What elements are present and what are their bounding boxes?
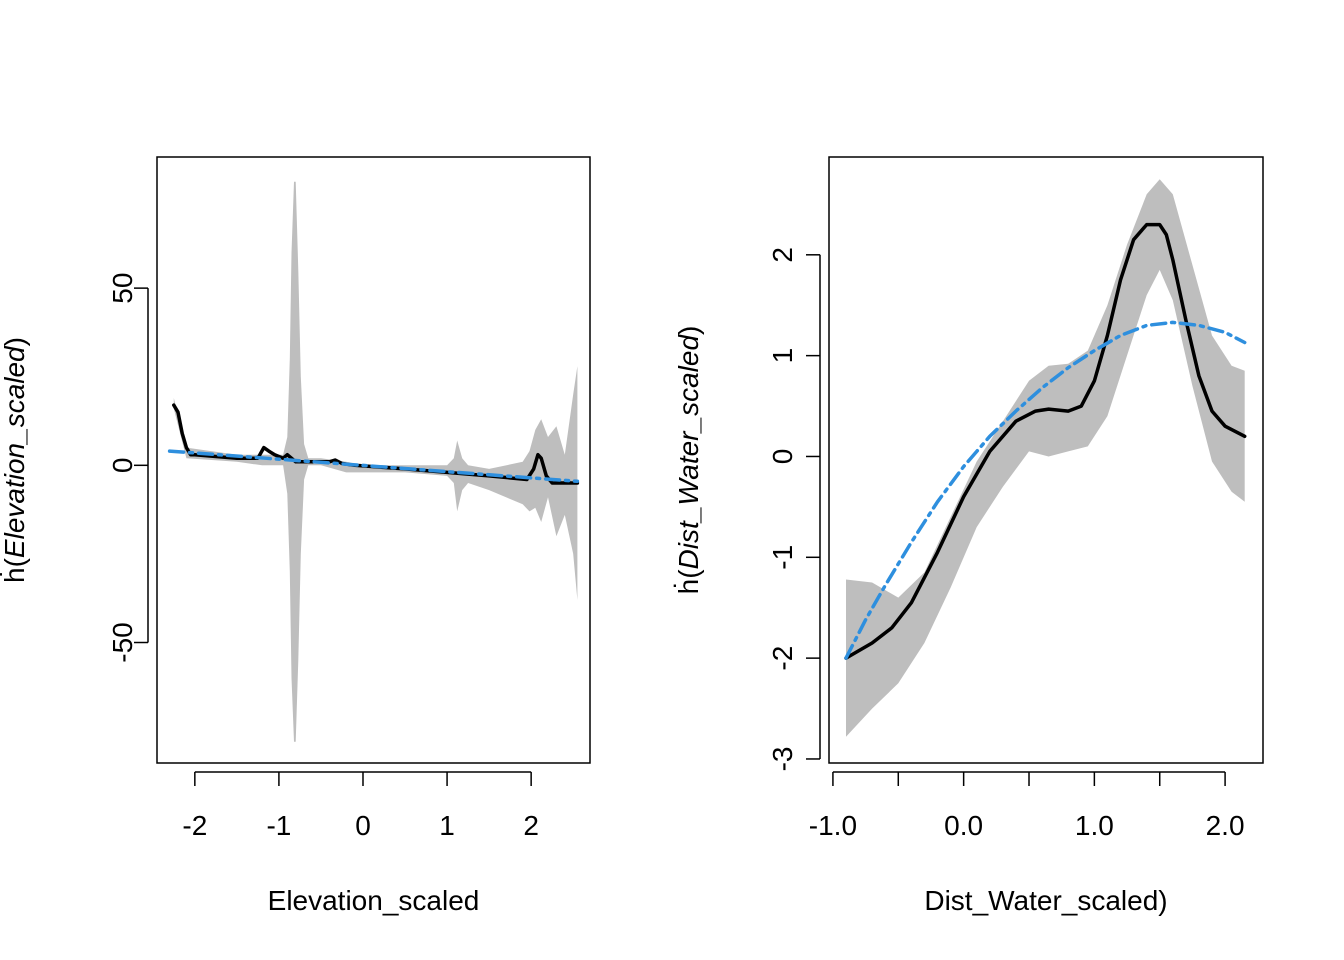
x-tick-label: 1.0 [1075,810,1114,841]
y-axis-title: ḣ(Elevation_scaled) [0,337,30,583]
x-axis-title: Elevation_scaled [268,885,480,916]
x-tick-label: -1 [266,810,291,841]
y-tick-label: -50 [107,622,138,662]
y-axis-title-prefix: ḣ( [673,569,704,595]
x-tick-label: 1 [439,810,455,841]
x-tick-label: -1.0 [809,810,857,841]
y-tick-label: -3 [767,747,798,772]
confidence-band-layer [173,181,578,742]
fit-line [167,449,580,484]
y-axis-title-suffix: ) [673,326,704,335]
y-axis-title-prefix: ḣ( [0,557,30,583]
x-axis-title: Dist_Water_scaled) [924,885,1167,916]
y-tick-label: 50 [107,273,138,304]
y-tick-label: 0 [107,458,138,474]
plot-frame [828,156,1264,764]
y-axis: -50 0 50 [107,273,149,663]
y-tick-label: 1 [767,348,798,364]
x-tick-label: 2 [523,810,539,841]
plot-frame [156,156,591,764]
estimate-line [844,222,1247,660]
x-tick-label: -2 [182,810,207,841]
x-tick-label: 0.0 [944,810,983,841]
series-lines-layer [167,403,580,485]
confidence-band [173,181,578,742]
y-tick-label: 2 [767,247,798,263]
confidence-band-layer [846,179,1245,737]
panel-dist-water: -1.0 0.0 1.0 2.0 -3 -2 -1 0 1 2 Dist_Water_scale… [673,156,1264,916]
y-tick-label: -2 [767,646,798,671]
y-axis-title-variable: Elevation_scaled [0,345,30,558]
x-tick-label: 2.0 [1206,810,1245,841]
y-axis-title: ḣ(Dist_Water_scaled) [673,326,704,595]
confidence-band [846,179,1245,737]
fit-line [844,320,1247,660]
y-tick-label: 0 [767,449,798,465]
x-axis: -1.0 0.0 1.0 2.0 [809,771,1245,841]
y-axis-title-variable: Dist_Water_scaled [673,334,704,570]
series-lines-layer [844,222,1247,660]
x-tick-label: 0 [355,810,371,841]
y-tick-label: -1 [767,545,798,570]
y-axis: -3 -2 -1 0 1 2 [767,247,821,772]
y-axis-title-suffix: ) [0,337,30,346]
x-axis: -2 -1 0 1 2 [182,771,539,841]
